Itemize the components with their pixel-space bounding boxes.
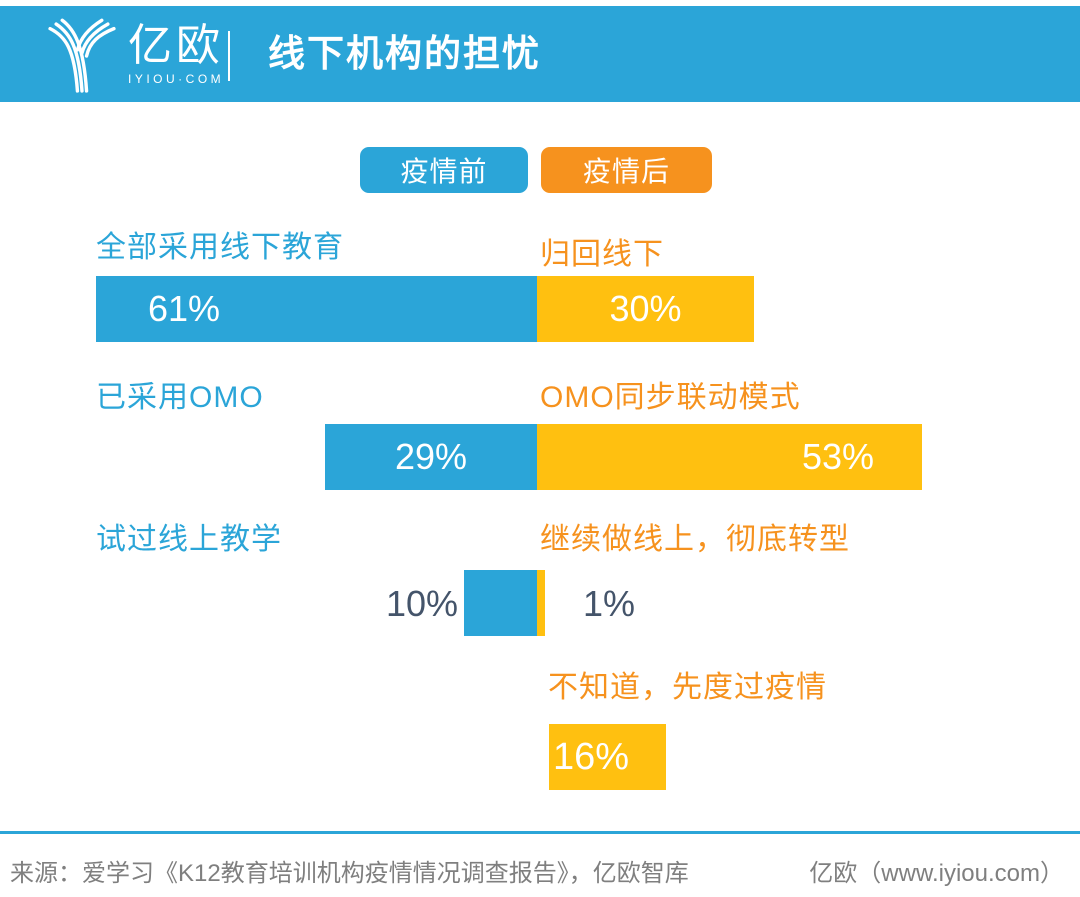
logo-subtext: IYIOU·COM (128, 72, 225, 86)
row4-after-label: 不知道，先度过疫情 (548, 671, 827, 704)
row3-before-value: 10% (385, 583, 458, 624)
row1-before-value: 61% (148, 288, 221, 329)
iyiou-logo-icon (48, 18, 116, 93)
header-banner: 亿欧 IYIOU·COM 线下机构的担忧 (0, 6, 1080, 102)
footer-divider (0, 831, 1080, 834)
row2-before-bar: 29% (325, 424, 537, 490)
row2-before-label: 已采用OMO (96, 381, 264, 414)
row3-after-bar (537, 570, 545, 636)
row3-before-label: 试过线上教学 (96, 523, 282, 556)
brand-text: 亿欧（www.iyiou.com） (809, 860, 1064, 887)
page-title: 线下机构的担忧 (268, 33, 541, 74)
header-divider (228, 31, 230, 81)
row3-after-value: 1% (583, 583, 636, 624)
iyiou-logo: 亿欧 IYIOU·COM (128, 21, 225, 87)
row1-after-bar: 30% (537, 276, 754, 342)
row1-before-label: 全部采用线下教育 (96, 231, 344, 264)
logo-text: 亿欧 (128, 21, 224, 70)
row2-before-value: 29% (394, 436, 468, 477)
row1-after-value: 30% (609, 288, 682, 329)
row1-after-label: 归回线下 (540, 238, 664, 271)
source-text: 来源：爱学习《K12教育培训机构疫情情况调查报告》，亿欧智库 (10, 860, 689, 887)
row2-after-bar: 53% (537, 424, 922, 490)
row3-after-label: 继续做线上，彻底转型 (540, 523, 850, 556)
row1-before-bar: 61% (96, 276, 537, 342)
row4-after-value: 16% (553, 735, 630, 778)
row3-before-bar (464, 570, 537, 636)
legend-after-chip: 疫情后 (541, 147, 712, 193)
row2-after-label: OMO同步联动模式 (540, 381, 801, 414)
row4-after-bar: 16% (549, 724, 666, 790)
row2-after-value: 53% (801, 436, 874, 477)
legend-before-chip: 疫情前 (360, 147, 528, 193)
